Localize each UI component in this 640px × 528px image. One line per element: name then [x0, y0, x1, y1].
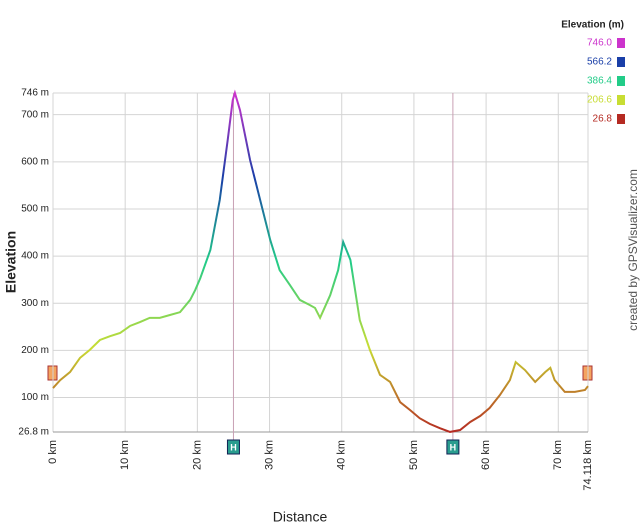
elevation-line — [52, 89, 589, 433]
y-tick-label: 300 m — [21, 298, 49, 309]
y-tick-label: 500 m — [21, 204, 49, 215]
y-tick-label: 26.8 m — [18, 427, 49, 438]
legend-swatch — [617, 95, 625, 105]
waypoint-marker — [226, 439, 240, 455]
legend-label: 206.6 — [587, 95, 612, 106]
y-tick-label: 400 m — [21, 251, 49, 262]
legend-label: 26.8 — [593, 114, 613, 125]
x-tick-label: 74.118 km — [582, 440, 594, 491]
legend-swatch — [617, 38, 625, 48]
x-tick-label: 70 km — [552, 440, 564, 470]
x-tick-label: 0 km — [47, 440, 59, 464]
watermark: created by GPSVisualizer.com — [626, 169, 640, 331]
x-axis-title: Distance — [273, 509, 328, 525]
x-tick-label: 40 km — [336, 440, 348, 470]
legend-swatch — [617, 76, 625, 86]
x-tick-label: 20 km — [191, 440, 203, 470]
y-tick-label: 200 m — [21, 345, 49, 356]
legend-swatch — [617, 114, 625, 124]
x-tick-label: 50 km — [408, 440, 420, 470]
x-tick-label: 30 km — [263, 440, 275, 470]
waypoint-label: H — [230, 442, 237, 452]
legend-swatch — [617, 57, 625, 67]
legend-label: 746.0 — [587, 38, 612, 49]
legend-label: 566.2 — [587, 57, 612, 68]
y-tick-label: 100 m — [21, 392, 49, 403]
legend-label: 386.4 — [587, 76, 612, 87]
waypoint-marker — [446, 439, 460, 455]
y-axis-title: Elevation — [3, 231, 19, 293]
y-tick-label: 700 m — [21, 109, 49, 120]
y-tick-label: 600 m — [21, 156, 49, 167]
y-tick-label: 746 m — [21, 88, 49, 99]
x-tick-label: 60 km — [480, 440, 492, 470]
waypoint-label: H — [450, 442, 457, 452]
x-tick-label: 10 km — [119, 440, 131, 470]
legend-title: Elevation (m) — [561, 20, 624, 31]
